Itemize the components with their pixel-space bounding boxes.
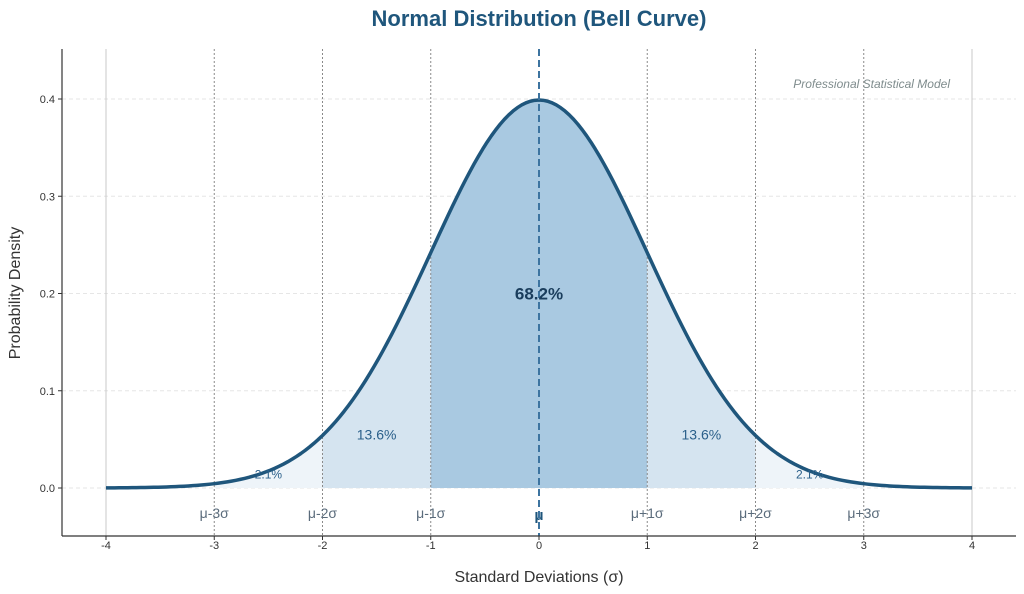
percentage-annotation: 2.1% [255, 467, 283, 481]
x-tick-label: 4 [969, 540, 975, 552]
y-tick-label: 0.3 [40, 191, 55, 203]
sigma-label: μ+2σ [739, 505, 772, 521]
percentage-annotation: 68.2% [515, 285, 563, 304]
x-tick-label: -4 [101, 540, 111, 552]
sigma-label: μ-3σ [200, 505, 230, 521]
y-tick-label: 0.1 [40, 386, 55, 398]
axes: -4 -3 -2 -1 0 1 2 3 4 0.0 0.1 0.2 0.3 0.4 [40, 49, 1016, 552]
x-tick-label: 0 [536, 540, 542, 552]
sigma-label: μ [534, 507, 543, 524]
x-axis-title: Standard Deviations (σ) [454, 569, 623, 586]
sigma-label: μ+1σ [631, 505, 664, 521]
x-tick-label: 2 [752, 540, 758, 552]
sigma-label: μ-1σ [416, 505, 446, 521]
y-tick-label: 0.4 [40, 94, 55, 106]
shaded-region [755, 435, 864, 488]
shaded-region [214, 435, 323, 488]
x-tick-label: 1 [644, 540, 650, 552]
x-tick-label: -1 [426, 540, 436, 552]
y-tick-label: 0.2 [40, 289, 55, 301]
percentage-annotation: 13.6% [682, 426, 722, 442]
x-tick-label: -3 [209, 540, 219, 552]
percentage-annotation: 2.1% [796, 467, 824, 481]
bell-curve-line [105, 98, 973, 490]
watermark-text: Professional Statistical Model [793, 77, 950, 91]
sigma-label: μ-2σ [308, 505, 338, 521]
sigma-label: μ+3σ [847, 505, 880, 521]
chart-labels: μ-3σ μ-2σ μ-1σ μ μ+1σ μ+2σ μ+3σ 68.2% 13.6% 13.6%… [200, 285, 881, 525]
x-tick-label: -2 [318, 540, 328, 552]
x-tick-label: 3 [861, 540, 867, 552]
curve-layer [105, 49, 973, 536]
percentage-annotation: 13.6% [357, 426, 397, 442]
chart-title: Normal Distribution (Bell Curve) [372, 6, 707, 31]
y-axis-title: Probability Density [7, 227, 24, 360]
sigma-lines [105, 49, 973, 536]
y-tick-label: 0.0 [40, 483, 55, 495]
